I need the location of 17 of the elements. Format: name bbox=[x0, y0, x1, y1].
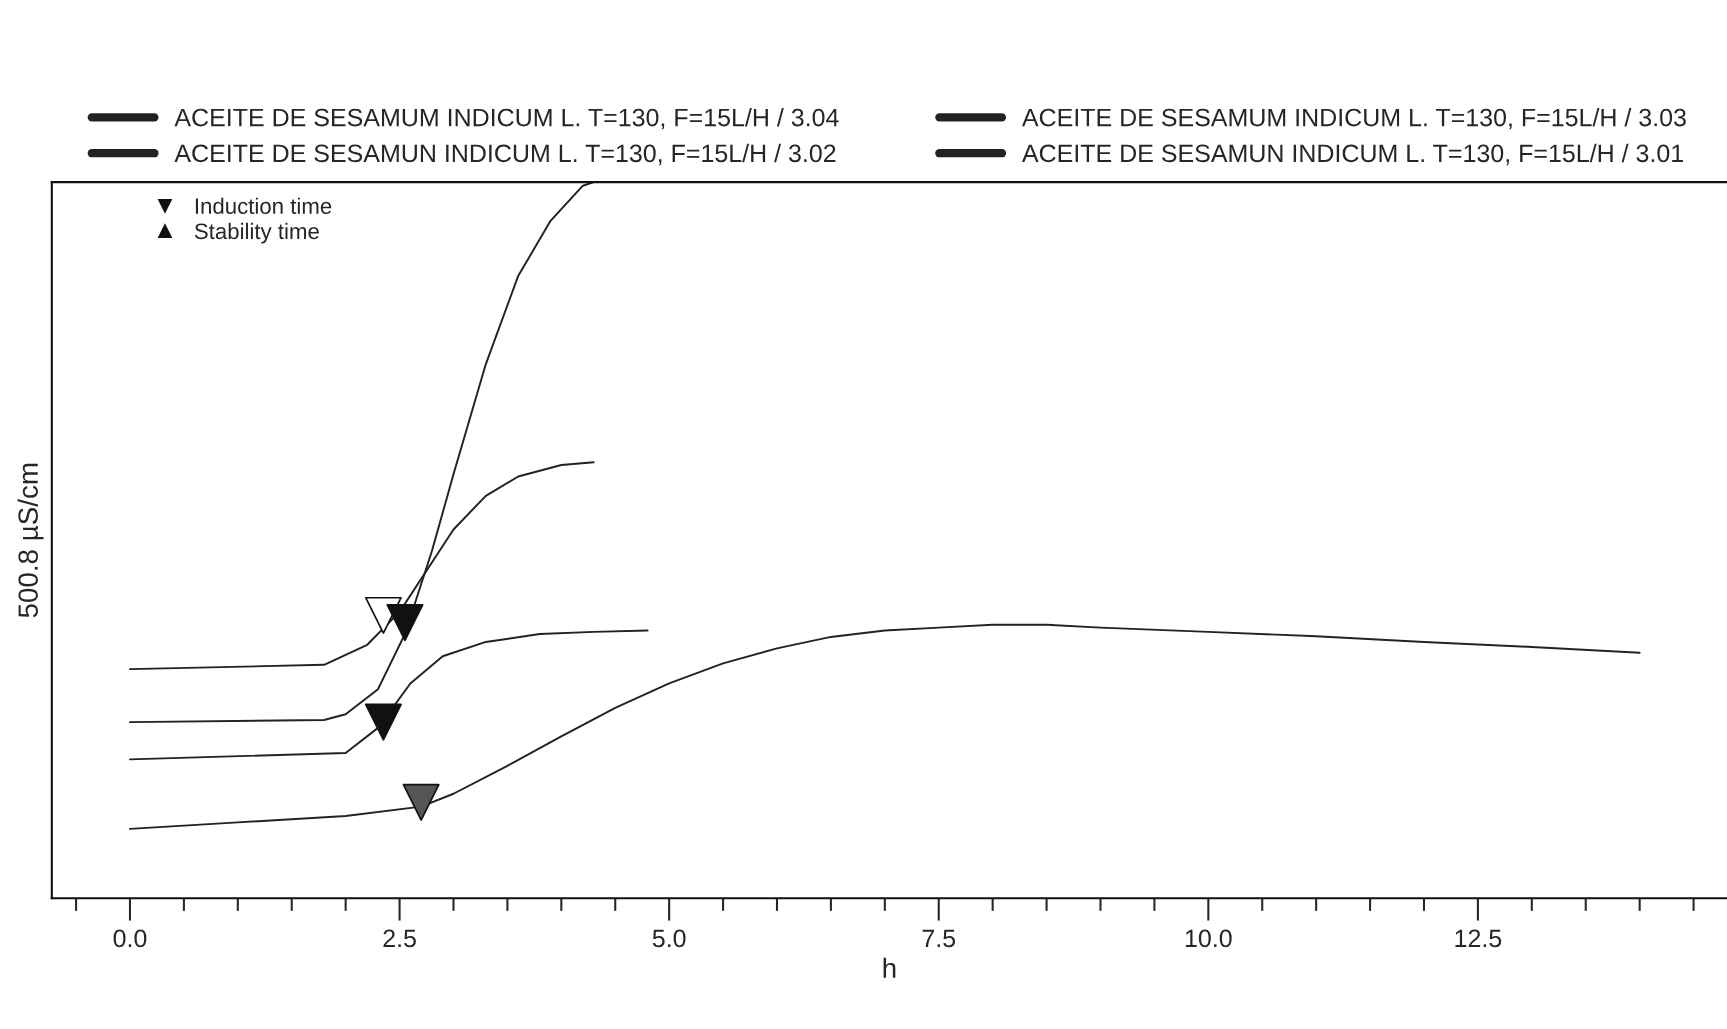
legend-label: ACEITE DE SESAMUN INDICUM L. T=130, F=15L/H / 3.02 bbox=[174, 143, 836, 166]
x-tick-label: 12.5 bbox=[1455, 929, 1502, 948]
point bbox=[386, 604, 424, 642]
x-axis-title: h bbox=[883, 957, 896, 978]
legend-label: Stability time bbox=[194, 222, 319, 244]
legend-label: Induction time bbox=[195, 197, 332, 215]
point bbox=[402, 783, 440, 821]
legend-label: ACEITE DE SESAMUN INDICUM L. T=130, F=15L/H / 3.01 bbox=[1021, 143, 1683, 166]
y-axis-title: 500.8 µS/cm bbox=[17, 463, 44, 618]
point bbox=[364, 703, 402, 741]
legend-label: ACEITE DE SESAMUM INDICUM L. T=130, F=15L/H / 3.04 bbox=[174, 108, 839, 130]
x-tick-label: 0.0 bbox=[113, 929, 147, 948]
x-tick-label: 5.0 bbox=[652, 929, 686, 948]
x-tick-label: 7.5 bbox=[922, 929, 956, 948]
x-tick-label: 10.0 bbox=[1185, 929, 1232, 948]
legend-label: ACEITE DE SESAMUM INDICUM L. T=130, F=15L/H / 3.03 bbox=[1021, 108, 1686, 130]
x-tick-label: 2.5 bbox=[383, 929, 416, 948]
